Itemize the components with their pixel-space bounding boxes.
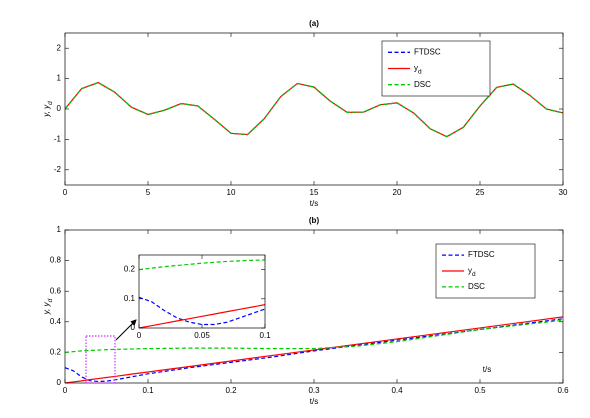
axes-frame: [138, 254, 266, 329]
axes-background: [139, 255, 265, 328]
y-tick-label: 0.6: [50, 286, 62, 295]
x-tick-label: 0.3: [308, 386, 320, 395]
x-tick-label: 20: [393, 188, 402, 197]
y-tick-label: 0.4: [50, 317, 62, 326]
x-tick-label: 0.4: [391, 386, 403, 395]
x-tick-label: 0.5: [474, 386, 486, 395]
axes-frame: [64, 229, 564, 384]
data-line: [65, 319, 563, 353]
x-tick-label: 0.05: [194, 331, 210, 340]
x-tick-label: 15: [310, 188, 319, 197]
y-tick-label: 1: [57, 225, 62, 234]
y-tick-label: 0: [57, 104, 62, 113]
annotation: t/s: [483, 365, 491, 374]
x-tick-label: 5: [146, 188, 151, 197]
y-axis-label: y, yd: [42, 298, 54, 315]
y-tick-label: -1: [54, 135, 62, 144]
y-tick-label: 0: [131, 323, 136, 332]
data-line: [65, 318, 563, 383]
y-tick-label: 2: [57, 43, 62, 52]
y-tick-label: 0.1: [124, 294, 136, 303]
x-tick-label: 0: [137, 331, 142, 340]
x-tick-label: 0.6: [557, 386, 569, 395]
chart-title: (b): [309, 216, 320, 225]
y-axis-label: y, yd: [42, 101, 54, 118]
legend: FTDSC yd DSC: [435, 243, 536, 299]
x-tick-label: 25: [476, 188, 485, 197]
chart-title: (a): [309, 19, 319, 28]
legend-label: yd: [468, 266, 476, 278]
axes-frame: [64, 32, 564, 186]
legend-label: yd: [414, 64, 422, 76]
legend: FTDSC yd DSC: [381, 40, 491, 97]
x-tick-label: 10: [227, 188, 236, 197]
data-line: [139, 296, 265, 326]
x-tick-label: 30: [559, 188, 568, 197]
plot-area: 0 0.05 0.1 0 0.1 0.2: [124, 254, 271, 340]
x-tick-label: 0.1: [259, 331, 271, 340]
legend-label: FTDSC: [468, 250, 495, 259]
x-tick-label: 0: [63, 386, 68, 395]
y-tick-label: 0.8: [50, 256, 62, 265]
data-line: [139, 304, 265, 328]
x-tick-label: 0.2: [225, 386, 237, 395]
series-lines: [65, 81, 563, 138]
y-tick-label: 0.2: [50, 348, 62, 357]
y-tick-label: 1: [57, 74, 62, 83]
y-tick-label: -2: [54, 165, 62, 174]
zoom-box: [85, 335, 116, 384]
x-axis-label: t/s: [310, 199, 318, 208]
series-lines: [139, 259, 265, 328]
series-lines: [65, 316, 563, 383]
x-axis-label: t/s: [310, 397, 318, 406]
y-tick-label: 0.2: [124, 265, 136, 274]
data-line: [65, 316, 563, 383]
y-tick-label: 0: [57, 378, 62, 387]
x-tick-label: 0.1: [142, 386, 154, 395]
data-line: [65, 81, 563, 138]
data-line: [139, 259, 265, 271]
zoom-arrow: [115, 319, 137, 341]
x-tick-label: 0: [63, 188, 68, 197]
legend-label: DSC: [468, 282, 485, 291]
legend-label: FTDSC: [414, 47, 441, 56]
legend-label: DSC: [414, 80, 431, 89]
